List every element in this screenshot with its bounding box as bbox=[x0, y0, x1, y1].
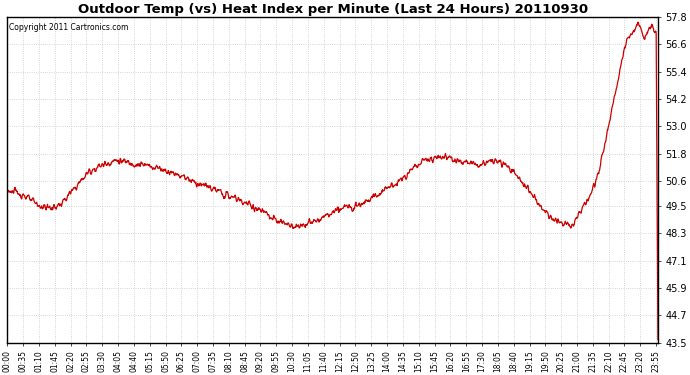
Title: Outdoor Temp (vs) Heat Index per Minute (Last 24 Hours) 20110930: Outdoor Temp (vs) Heat Index per Minute … bbox=[77, 3, 588, 16]
Text: Copyright 2011 Cartronics.com: Copyright 2011 Cartronics.com bbox=[8, 24, 128, 33]
